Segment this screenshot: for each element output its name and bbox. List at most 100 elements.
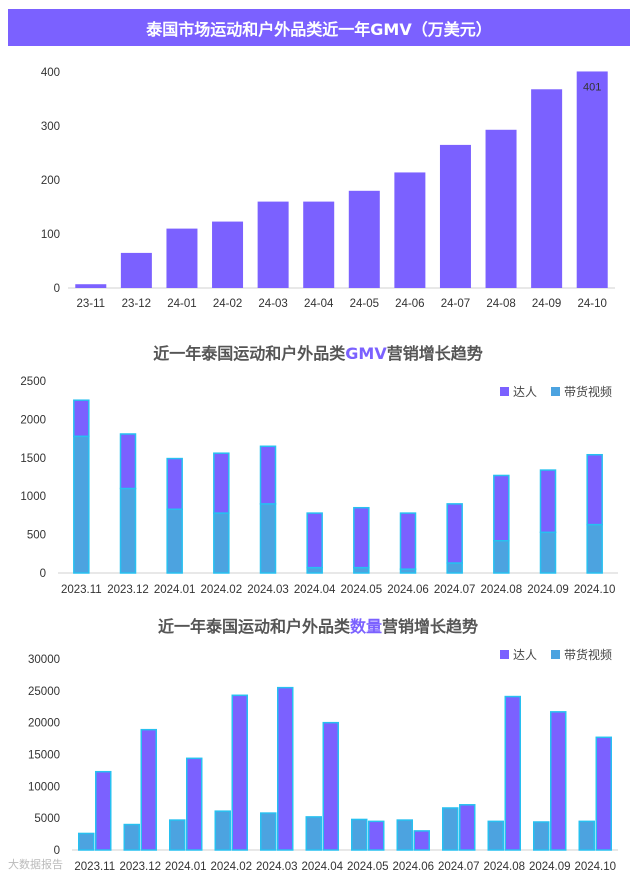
x-tick-label: 24-02 (213, 298, 242, 310)
bar (396, 819, 413, 851)
bar (166, 228, 198, 288)
y-tick-label: 1500 (20, 453, 46, 465)
y-tick-label: 300 (41, 121, 60, 133)
bar (394, 172, 426, 288)
bar (442, 807, 459, 851)
bar-segment (213, 452, 230, 514)
y-tick-label: 1000 (20, 491, 46, 503)
bar (413, 830, 430, 851)
bar (487, 820, 504, 851)
bar-segment (259, 445, 277, 505)
bar-segment (586, 523, 603, 574)
y-tick-label: 0 (54, 845, 60, 857)
x-tick-label: 2023.11 (61, 584, 102, 596)
y-tick-label: 20000 (28, 718, 60, 730)
x-tick-label: 2024.04 (294, 584, 336, 596)
bar (550, 711, 567, 851)
x-tick-label: 2024.10 (574, 861, 616, 873)
bar-segment (306, 512, 323, 569)
bar-segment (119, 487, 137, 574)
bar-segment (446, 562, 463, 574)
x-tick-label: 2024.08 (481, 584, 523, 596)
x-tick-label: 2024.07 (434, 584, 476, 596)
bar (368, 820, 385, 851)
x-tick-label: 24-08 (486, 298, 515, 310)
bar (348, 190, 380, 288)
x-tick-label: 24-09 (532, 298, 561, 310)
quantity-marketing-title: 近一年泰国运动和户外品类数量营销增长趋势 (158, 617, 478, 636)
bar (576, 71, 608, 289)
bar (75, 284, 107, 288)
x-tick-label: 23-12 (122, 298, 151, 310)
x-tick-label: 2024.01 (165, 861, 207, 873)
bar (531, 89, 563, 288)
legend-swatch (500, 650, 509, 659)
x-tick-label: 2024.10 (574, 584, 616, 596)
x-tick-label: 2024.02 (210, 861, 252, 873)
bar-segment (73, 399, 90, 438)
bar (305, 816, 322, 851)
bar (257, 201, 289, 288)
bar (140, 728, 157, 851)
x-tick-label: 2024.09 (529, 861, 571, 873)
x-tick-label: 2024.02 (201, 584, 243, 596)
bar (214, 810, 231, 851)
bar-segment (259, 503, 277, 574)
bar-segment (539, 531, 557, 574)
y-tick-label: 25000 (28, 686, 60, 698)
legend-label: 带货视频 (564, 384, 612, 399)
bar (169, 819, 186, 851)
bar (533, 821, 550, 851)
x-tick-label: 2024.09 (527, 584, 569, 596)
legend-swatch (500, 387, 509, 396)
bar-segment (306, 566, 323, 574)
x-tick-label: 2024.01 (154, 584, 196, 596)
gmv-marketing-chart: 近一年泰国运动和户外品类GMV营销增长趋势 0 500 1000 1500 2000 25… (20, 344, 618, 596)
y-tick-label: 500 (27, 530, 46, 542)
x-tick-label: 2023.11 (74, 861, 115, 873)
bar (78, 832, 95, 851)
x-tick-label: 2024.08 (483, 861, 525, 873)
x-tick-label: 2024.07 (438, 861, 480, 873)
bar-segment (539, 469, 557, 534)
y-tick-label: 0 (54, 283, 60, 295)
x-tick-label: 2024.05 (347, 861, 389, 873)
bar (504, 695, 521, 851)
y-tick-label: 5000 (34, 813, 60, 825)
x-tick-label: 24-01 (167, 298, 196, 310)
bar-segment (493, 539, 510, 574)
bar (277, 686, 294, 851)
bar (439, 144, 471, 288)
bar-segment (166, 508, 183, 574)
bar (485, 129, 517, 288)
x-tick-label: 2024.06 (387, 584, 429, 596)
y-tick-label: 200 (41, 175, 60, 187)
bar (260, 812, 277, 851)
bar (595, 736, 612, 851)
x-tick-label: 23-11 (77, 298, 106, 310)
y-tick-label: 400 (41, 67, 60, 79)
bar-segment (446, 503, 463, 564)
bar (303, 201, 335, 288)
bar-segment (119, 433, 137, 490)
bar-segment (493, 474, 510, 542)
bar-segment (213, 512, 230, 574)
gmv-chart-title: 泰国市场运动和户外品类近一年GMV（万美元） (8, 9, 630, 46)
x-tick-label: 2024.06 (392, 861, 434, 873)
bar (123, 823, 140, 851)
bar-segment (399, 512, 417, 570)
data-label: 401 (583, 81, 601, 93)
y-tick-label: 100 (41, 229, 60, 241)
bar (95, 770, 112, 851)
bar-segment (353, 566, 370, 574)
x-tick-label: 24-10 (577, 298, 606, 310)
x-tick-label: 2023.12 (107, 584, 149, 596)
bar-segment (166, 457, 183, 511)
quantity-marketing-chart: 近一年泰国运动和户外品类数量营销增长趋势 0 5000 10000 15000 2000… (28, 617, 618, 873)
legend-label: 达人 (513, 648, 537, 662)
y-tick-label: 2000 (20, 414, 46, 426)
y-tick-label: 10000 (28, 781, 60, 793)
legend-swatch (551, 650, 560, 659)
x-tick-label: 24-07 (441, 298, 470, 310)
